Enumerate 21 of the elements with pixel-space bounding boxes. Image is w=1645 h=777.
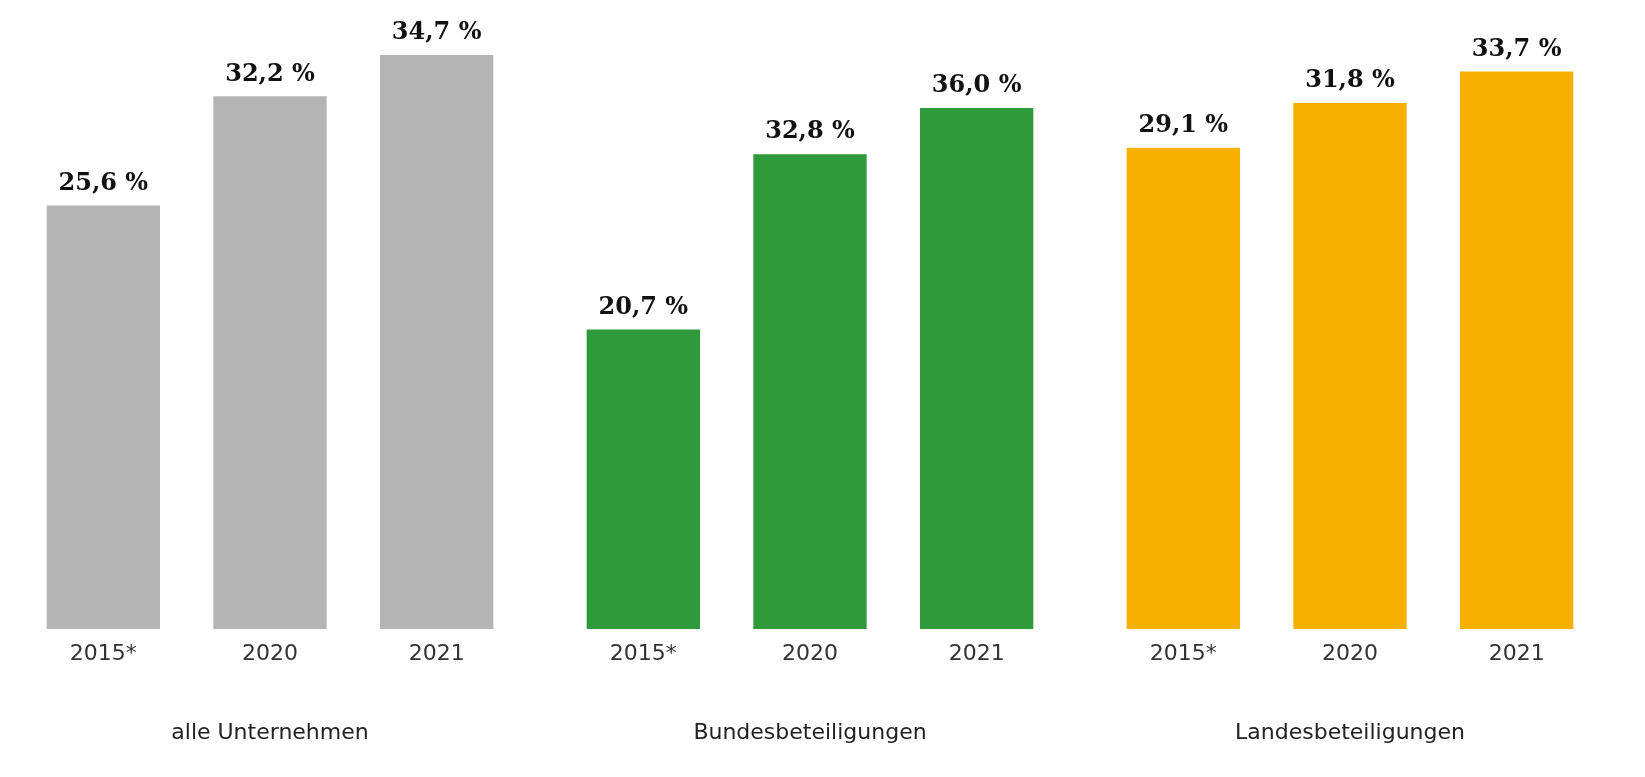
x-tick-label: 2015*: [69, 640, 137, 666]
x-tick-label: 2021: [1488, 640, 1545, 666]
x-tick-label: 2020: [242, 640, 298, 666]
x-axis-title: Bundesbeteiligungen: [693, 718, 927, 744]
data-label: 29,1 %: [1138, 108, 1229, 138]
x-tick-label: 2020: [1322, 640, 1378, 666]
data-label: 20,7 %: [598, 290, 689, 320]
x-axis-title: Landesbeteiligungen: [1235, 718, 1465, 744]
x-tick-label: 2020: [782, 640, 838, 666]
data-label: 32,2 %: [225, 57, 315, 87]
data-label: 25,6 %: [58, 166, 149, 196]
x-axis-title: alle Unternehmen: [171, 718, 369, 744]
data-label: 34,7 %: [391, 16, 482, 46]
x-tick-label: 2015*: [1149, 640, 1217, 666]
data-label: 32,8 %: [765, 115, 855, 145]
x-tick-label: 2015*: [609, 640, 677, 666]
data-label: 33,7 %: [1471, 32, 1562, 62]
data-label: 36,0 %: [931, 69, 1022, 99]
data-label: 31,8 %: [1305, 64, 1395, 94]
x-tick-label: 2021: [408, 640, 465, 666]
x-tick-label: 2021: [948, 640, 1005, 666]
